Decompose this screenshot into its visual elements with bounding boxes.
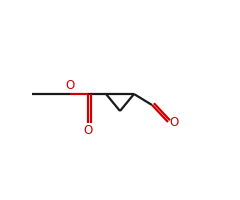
Text: O: O: [170, 116, 179, 129]
Text: O: O: [65, 79, 75, 92]
Text: O: O: [83, 124, 93, 138]
